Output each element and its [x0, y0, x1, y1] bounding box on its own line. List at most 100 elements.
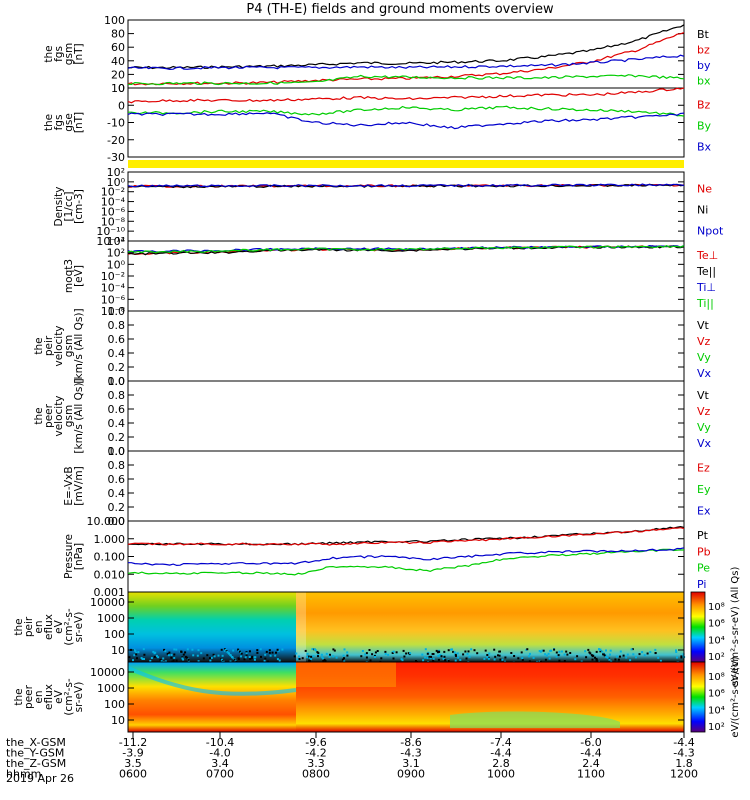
- x-tick-value: 3.4: [211, 757, 229, 770]
- series-Pe: [127, 548, 685, 576]
- x-tick-value: -4.4: [490, 747, 511, 760]
- colorbar-label: eV/(cm²-s-sr-eV) (All Qs): [730, 567, 741, 688]
- x-tick-value: 2.4: [582, 757, 600, 770]
- svg-text:the: the: [43, 114, 55, 131]
- y-tick-label: 10²: [107, 247, 125, 260]
- y-tick-label: 10⁻¹²: [96, 235, 125, 248]
- y-tick-label: 10: [111, 644, 125, 657]
- svg-text:peer: peer: [23, 684, 35, 709]
- x-tick-value: -4.4: [580, 747, 601, 760]
- x-row-label: the_X-GSM: [6, 736, 66, 749]
- y-tick-label: 1.0: [108, 445, 126, 458]
- x-tick-value: -11.2: [119, 736, 147, 749]
- y-tick-label: 0.6: [108, 333, 126, 346]
- peer-colorbar: [690, 661, 706, 733]
- x-tick-value: -6.0: [580, 736, 601, 749]
- legend-Te⊥: Te⊥: [696, 249, 718, 262]
- svg-text:[nT]: [nT]: [73, 43, 85, 64]
- svg-text:peir: peir: [23, 616, 35, 637]
- y-tick-label: 0.2: [108, 361, 126, 374]
- x-tick-value: -10.4: [206, 736, 234, 749]
- legend-Bz: Bz: [697, 99, 711, 112]
- series-by: [127, 54, 685, 71]
- y-tick-label: 100: [104, 628, 125, 641]
- legend-bx: bx: [697, 74, 711, 87]
- legend-Ni: Ni: [697, 204, 708, 217]
- svg-text:[nPa]: [nPa]: [73, 543, 85, 570]
- y-tick-label: -20: [107, 134, 125, 147]
- series-Pb: [127, 527, 685, 546]
- svg-text:peer: peer: [43, 403, 55, 428]
- y-tick-label: 10⁻⁶: [101, 205, 126, 218]
- x-tick-value: 3.3: [307, 757, 325, 770]
- x-tick-value: -4.3: [673, 747, 694, 760]
- series-Bz: [127, 87, 685, 104]
- y-tick-label: 1.0: [108, 375, 126, 388]
- x-tick-value: -4.3: [400, 747, 421, 760]
- y-tick-label: 10000: [90, 666, 125, 679]
- y-tick-label: 0.0: [108, 515, 126, 528]
- y-tick-label: 10⁻⁸: [101, 305, 126, 318]
- y-tick-label: 0.001: [94, 586, 126, 599]
- legend-Pi: Pi: [697, 578, 706, 591]
- date-label: 2019 Apr 26: [6, 772, 74, 785]
- y-tick-label: 10: [111, 714, 125, 727]
- y-axis-label: Density[1/cc][cm-3]: [53, 187, 85, 227]
- x-axis-annotations: the_X-GSM -11.2 -10.4 -9.6 -8.6 -7.4 -6.0 -4.4t…: [6, 732, 698, 781]
- legend-Ex: Ex: [697, 504, 711, 517]
- x-tick-value: -3.9: [122, 747, 143, 760]
- legend-By: By: [697, 120, 712, 133]
- x-tick-value: 1100: [577, 768, 605, 781]
- y-tick-label: 10⁻⁶: [101, 293, 126, 306]
- legend-Te||: Te||: [696, 265, 716, 278]
- panel-peir_velocity: 1.00.80.60.40.20.0thepeirvelocitygsm[km/…: [33, 305, 712, 388]
- colorbar-tick: 10⁴: [708, 705, 725, 716]
- panels: 100806040200thefgsgsm[nT]Btbzbybx100-10-…: [33, 14, 724, 599]
- y-axis-label: moqt3[eV]: [63, 259, 85, 293]
- series-Npot: [127, 183, 685, 188]
- legend-Ey: Ey: [697, 483, 711, 496]
- y-tick-label: 0.4: [108, 487, 126, 500]
- x-tick-value: 1200: [670, 768, 698, 781]
- x-tick-value: -4.0: [209, 747, 230, 760]
- svg-text:velocity: velocity: [53, 395, 65, 436]
- y-tick-label: 10⁻⁴: [101, 196, 126, 209]
- legend-Npot: Npot: [697, 225, 724, 238]
- axes-overlay: 10000100010010thepeirenefluxeV(cm²-s-sr-…: [13, 567, 741, 738]
- y-tick-label: 0.0: [108, 445, 126, 458]
- y-tick-label: 0.100: [94, 551, 126, 564]
- series-Ti||: [127, 245, 685, 254]
- y-tick-label: -30: [107, 151, 125, 164]
- svg-text:Pressure: Pressure: [63, 534, 75, 579]
- svg-text:eflux: eflux: [43, 614, 55, 640]
- svg-text:the: the: [33, 407, 45, 424]
- y-axis-label: E=-VxB[mV/m]: [63, 466, 85, 505]
- y-tick-label: 0.010: [94, 568, 126, 581]
- svg-text:en: en: [33, 690, 45, 703]
- legend-Bt: Bt: [697, 28, 710, 41]
- svg-text:the: the: [13, 688, 25, 705]
- colorbar-tick: 10²: [708, 652, 725, 663]
- y-tick-label: 0.8: [108, 389, 126, 402]
- svg-text:velocity: velocity: [53, 325, 65, 366]
- x-tick-value: 1.8: [675, 757, 693, 770]
- svg-text:fgs: fgs: [53, 115, 65, 131]
- quality-flag-bar: [128, 160, 684, 168]
- series-Bt: [127, 24, 685, 70]
- legend-Vy: Vy: [697, 421, 711, 434]
- panel-density: 10²10⁰10⁻²10⁻⁴10⁻⁶10⁻⁸10⁻¹⁰10⁻¹²Density[…: [53, 166, 724, 248]
- colorbar-label: eV/(cm²-s-sr-eV): [730, 656, 741, 737]
- svg-text:[nT]: [nT]: [73, 112, 85, 133]
- y-tick-label: 80: [111, 28, 125, 41]
- y-tick-label: 100: [104, 14, 125, 27]
- series-bz: [127, 32, 685, 86]
- panel-frame: [127, 380, 685, 452]
- colorbar-tick: 10²: [708, 722, 725, 733]
- legend-Vt: Vt: [697, 389, 710, 402]
